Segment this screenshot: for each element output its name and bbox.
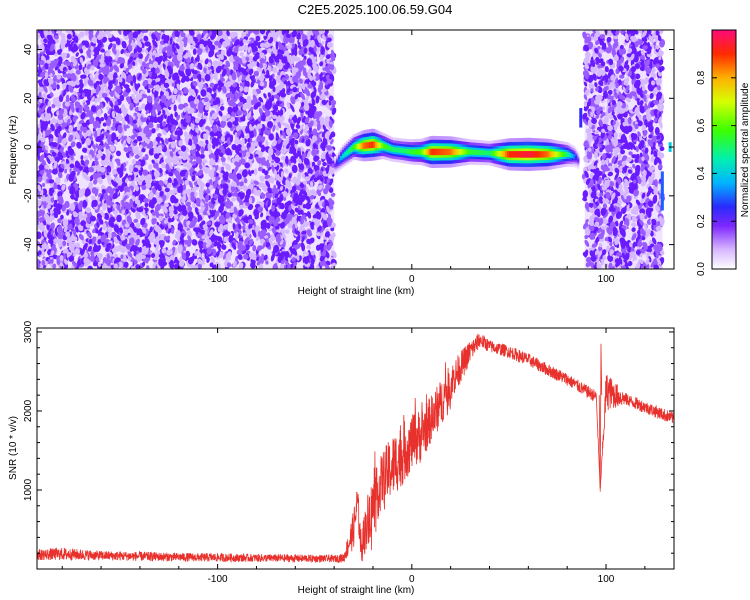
noise-speckle-dot xyxy=(301,243,306,252)
noise-speckle-dot xyxy=(117,30,122,35)
noise-speckle-dot xyxy=(239,82,243,87)
noise-speckle-dot xyxy=(52,75,57,84)
noise-speckle-dot xyxy=(191,239,198,246)
noise-speckle-dot xyxy=(155,236,159,242)
noise-speckle-dot xyxy=(206,221,212,226)
noise-speckle-dot xyxy=(81,239,86,245)
noise-speckle-dot xyxy=(238,262,244,269)
noise-speckle-dot xyxy=(96,221,100,228)
spectrogram-plot-area xyxy=(37,30,672,269)
noise-speckle-dot xyxy=(176,114,180,121)
chart-title: C2E5.2025.100.06.59.G04 xyxy=(297,2,453,17)
noise-speckle-dot xyxy=(88,181,93,190)
noise-speckle-dot xyxy=(263,254,268,261)
noise-speckle-dot xyxy=(93,250,98,258)
noise-speckle-dot xyxy=(322,161,327,167)
noise-speckle-dot xyxy=(307,211,312,219)
noise-speckle-dot xyxy=(49,92,54,98)
noise-speckle-dot xyxy=(58,146,65,154)
noise-speckle-dot xyxy=(174,111,178,118)
noise-speckle-dot xyxy=(242,232,247,237)
noise-speckle-dot xyxy=(272,263,278,269)
noise-speckle-dot xyxy=(192,73,199,80)
noise-speckle-dot xyxy=(71,236,78,241)
noise-speckle-dot xyxy=(38,81,42,87)
noise-speckle-dot xyxy=(253,168,258,176)
noise-speckle-dot xyxy=(62,240,67,247)
noise-speckle-dot xyxy=(265,140,269,146)
noise-speckle-dot xyxy=(282,122,287,127)
noise-speckle-dot xyxy=(37,58,41,66)
noise-speckle-dot xyxy=(157,133,162,138)
noise-speckle-dot xyxy=(130,134,136,140)
noise-speckle-dot xyxy=(210,256,216,264)
noise-speckle-dot xyxy=(101,36,108,43)
noise-speckle-dot xyxy=(163,202,169,208)
noise-speckle-dot xyxy=(148,147,155,156)
noise-speckle-dot xyxy=(204,58,209,65)
noise-speckle-dot xyxy=(80,155,84,160)
noise-speckle-dot xyxy=(56,84,60,90)
noise-speckle-dot xyxy=(146,88,151,94)
noise-speckle-dot xyxy=(149,226,153,234)
noise-speckle-dot xyxy=(217,125,222,133)
noise-speckle-dot xyxy=(84,30,91,36)
noise-speckle-dot xyxy=(255,61,261,68)
noise-speckle-dot xyxy=(255,35,261,42)
noise-speckle-dot xyxy=(107,42,113,50)
noise-speckle-dot xyxy=(96,213,103,220)
noise-speckle-dot xyxy=(291,116,297,121)
noise-speckle-dot xyxy=(297,171,302,180)
noise-speckle-dot xyxy=(99,166,106,173)
noise-speckle-dot xyxy=(66,80,73,86)
noise-speckle-dot xyxy=(62,132,67,140)
noise-speckle-dot xyxy=(257,182,264,188)
noise-speckle-dot xyxy=(219,105,225,111)
noise-speckle-dot xyxy=(106,106,110,111)
noise-speckle-dot xyxy=(68,255,75,262)
noise-speckle-dot xyxy=(61,151,67,158)
noise-speckle-dot xyxy=(318,116,325,123)
noise-speckle-dot xyxy=(283,158,288,167)
noise-speckle-dot xyxy=(76,169,81,176)
noise-speckle-dot xyxy=(120,254,124,260)
noise-speckle-dot xyxy=(169,150,174,158)
noise-speckle-dot xyxy=(220,119,227,129)
noise-speckle-dot xyxy=(49,262,54,269)
noise-speckle-dot xyxy=(178,103,184,110)
noise-speckle-dot xyxy=(133,227,138,233)
noise-speckle-dot xyxy=(204,73,211,82)
noise-speckle-dot xyxy=(246,132,250,139)
noise-speckle-dot xyxy=(285,155,289,165)
noise-speckle-dot xyxy=(75,52,79,57)
noise-speckle-dot xyxy=(290,104,295,113)
noise-speckle-dot xyxy=(259,175,265,182)
noise-speckle-dot xyxy=(111,132,117,141)
noise-speckle-dot xyxy=(164,158,170,164)
noise-speckle-dot xyxy=(194,207,200,216)
noise-speckle-dot xyxy=(64,178,68,183)
noise-speckle-dot xyxy=(192,48,197,55)
noise-speckle-dot xyxy=(206,257,210,263)
noise-speckle-dot xyxy=(329,200,335,206)
noise-speckle xyxy=(37,30,666,269)
noise-speckle-dot xyxy=(173,88,178,95)
noise-speckle-dot xyxy=(220,166,225,172)
noise-speckle-dot xyxy=(100,117,105,122)
noise-speckle-dot xyxy=(60,214,64,220)
noise-speckle-dot xyxy=(79,82,84,89)
